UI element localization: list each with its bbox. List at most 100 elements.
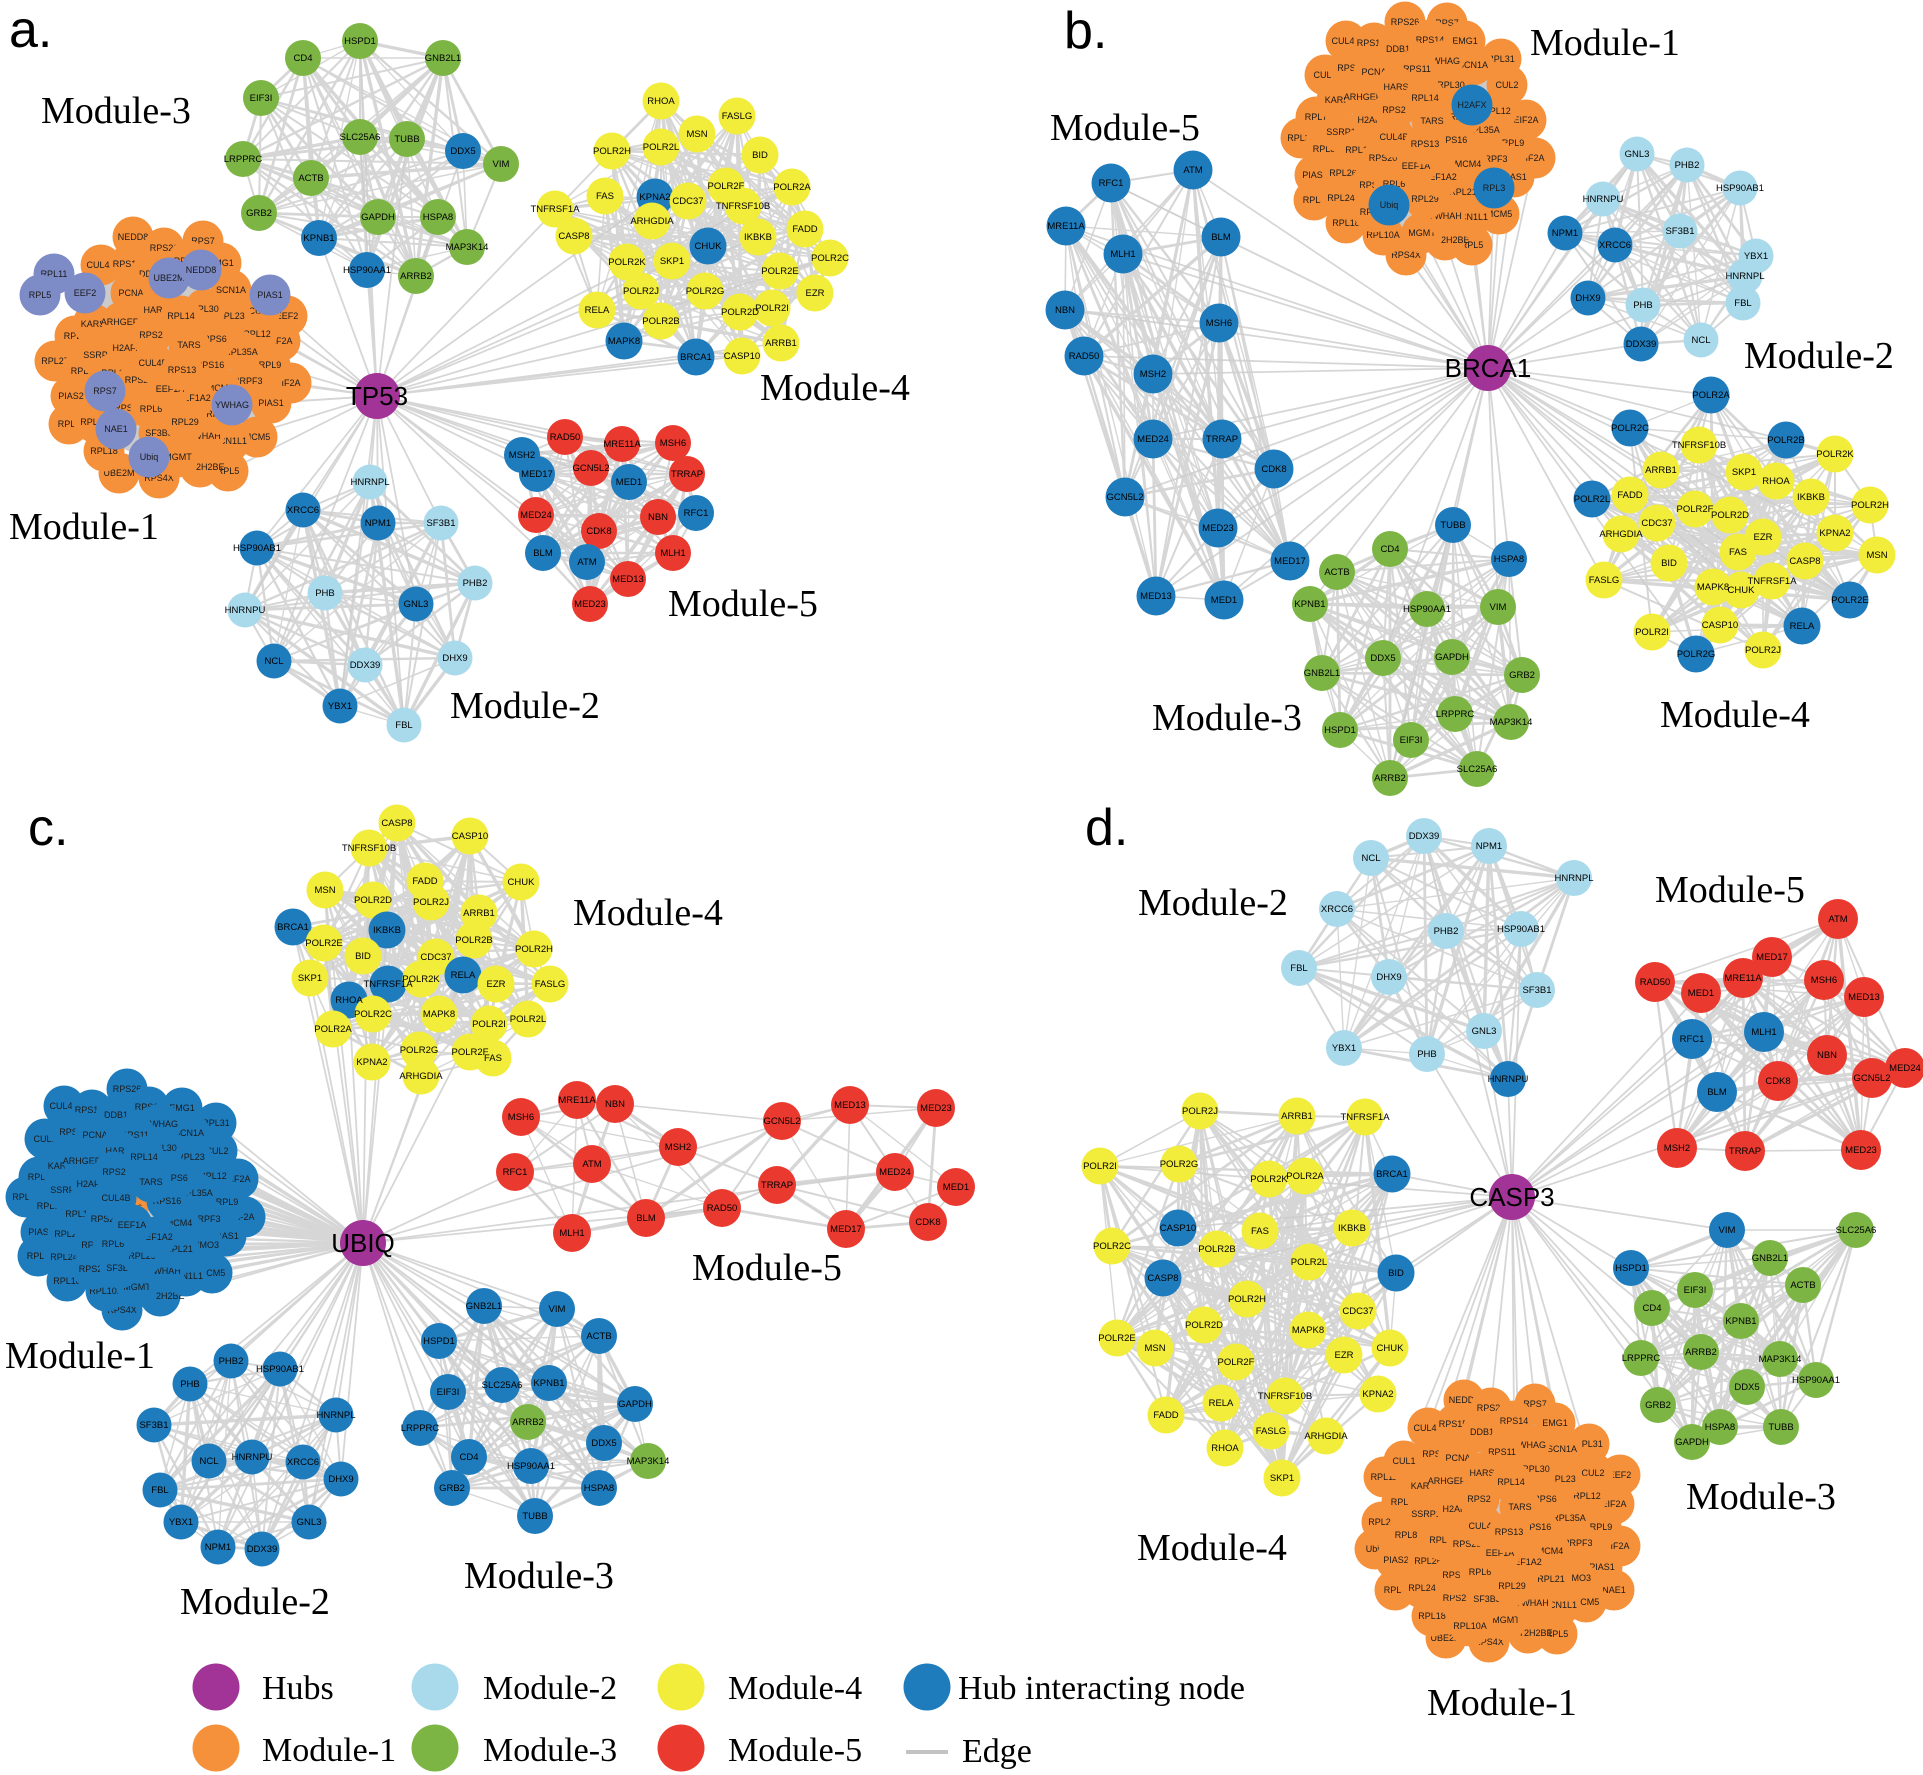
svg-text:POLR2B: POLR2B [455, 935, 493, 946]
svg-text:SCN1A: SCN1A [1458, 60, 1488, 70]
svg-text:TRRAP: TRRAP [1729, 1146, 1761, 1157]
svg-text:NBN: NBN [1055, 305, 1075, 316]
svg-text:GNL3: GNL3 [404, 599, 429, 610]
svg-text:HNRNPU: HNRNPU [1583, 194, 1624, 205]
svg-text:FADD: FADD [1617, 490, 1642, 501]
svg-text:CHUK: CHUK [508, 877, 536, 888]
svg-text:SF3B3: SF3B3 [1473, 1594, 1501, 1604]
svg-text:XRCC6: XRCC6 [1321, 904, 1353, 915]
svg-text:Module-4: Module-4 [573, 892, 723, 934]
svg-text:RPL10A: RPL10A [1453, 1621, 1487, 1631]
svg-text:MAPK8: MAPK8 [1697, 582, 1729, 593]
svg-text:RPS6: RPS6 [164, 1173, 188, 1183]
svg-text:TNFRSF10B: TNFRSF10B [1258, 1391, 1312, 1402]
svg-text:ARRB2: ARRB2 [512, 1417, 544, 1428]
svg-text:FBL: FBL [1734, 298, 1751, 309]
svg-text:EZR: EZR [1335, 1350, 1354, 1361]
svg-text:RPS26: RPS26 [150, 243, 179, 253]
svg-text:ACTB: ACTB [586, 1331, 611, 1342]
svg-text:BRCA1: BRCA1 [680, 352, 712, 363]
svg-text:MLH1: MLH1 [660, 548, 685, 559]
svg-text:SCN1L1: SCN1L1 [169, 1271, 203, 1281]
svg-text:RPL5: RPL5 [29, 290, 52, 300]
svg-text:CUL1: CUL1 [1313, 70, 1336, 80]
svg-text:MSN: MSN [1144, 1343, 1165, 1354]
svg-text:CASP8: CASP8 [1147, 1273, 1178, 1284]
svg-text:RPL14: RPL14 [1497, 1477, 1525, 1487]
svg-text:FASLG: FASLG [722, 111, 753, 122]
svg-text:HNRNPL: HNRNPL [1554, 873, 1593, 884]
svg-text:TARS: TARS [1508, 1502, 1531, 1512]
svg-text:Module-5: Module-5 [692, 1247, 842, 1289]
svg-text:FBL: FBL [151, 1485, 168, 1496]
svg-text:RPS3: RPS3 [1359, 180, 1383, 190]
svg-text:Module-3: Module-3 [41, 90, 191, 132]
svg-text:POLR2H: POLR2H [593, 146, 631, 157]
svg-text:FASLG: FASLG [1256, 1426, 1287, 1437]
svg-text:HSPD1: HSPD1 [1615, 1263, 1647, 1274]
svg-text:RPL3: RPL3 [58, 419, 81, 429]
svg-text:MED13: MED13 [1848, 992, 1880, 1003]
svg-text:RPL31: RPL31 [202, 1118, 230, 1128]
svg-text:PHB: PHB [180, 1379, 200, 1390]
svg-text:NPM1: NPM1 [1552, 228, 1578, 239]
svg-text:MED1: MED1 [1688, 988, 1714, 999]
svg-text:GCN5L2: GCN5L2 [764, 1116, 801, 1127]
svg-text:LRPPRC: LRPPRC [224, 154, 263, 165]
svg-text:HNRNPL: HNRNPL [350, 477, 389, 488]
svg-text:PRPF3: PRPF3 [1563, 1538, 1592, 1548]
svg-text:BID: BID [355, 951, 371, 962]
svg-text:CUL2: CUL2 [205, 1146, 228, 1156]
svg-text:MCM4: MCM4 [1537, 1546, 1564, 1556]
svg-text:RPL31: RPL31 [1487, 54, 1515, 64]
svg-text:SSRP1: SSRP1 [1326, 127, 1356, 137]
svg-text:FASLG: FASLG [535, 979, 566, 990]
svg-text:DDX39: DDX39 [1626, 339, 1657, 350]
svg-text:RPS2: RPS2 [139, 330, 163, 340]
svg-text:RPL21: RPL21 [1449, 187, 1477, 197]
svg-text:HNRNPU: HNRNPU [1488, 1074, 1529, 1085]
svg-text:SKP1: SKP1 [1270, 1473, 1294, 1484]
svg-text:ARHGDIA: ARHGDIA [399, 1071, 443, 1082]
svg-text:NCL: NCL [1361, 853, 1380, 864]
svg-text:RPL7: RPL7 [1305, 112, 1328, 122]
svg-text:GNB2L1: GNB2L1 [466, 1301, 502, 1312]
svg-text:CDC37: CDC37 [420, 952, 451, 963]
svg-text:RPS6: RPS6 [203, 334, 227, 344]
svg-text:RPS11: RPS11 [1403, 64, 1431, 74]
svg-text:PCNA: PCNA [82, 1130, 107, 1140]
svg-text:RPL29: RPL29 [171, 417, 199, 427]
svg-text:MSN: MSN [1866, 550, 1887, 561]
svg-text:BID: BID [1388, 1268, 1404, 1279]
svg-text:H2AFX: H2AFX [1457, 100, 1486, 110]
svg-text:RPS20: RPS20 [91, 1214, 120, 1224]
svg-text:POLR2F: POLR2F [1677, 504, 1714, 515]
svg-text:HSPA8: HSPA8 [584, 1483, 614, 1494]
svg-text:TNFRSF1A: TNFRSF1A [363, 979, 413, 990]
svg-text:POLR2A: POLR2A [1286, 1171, 1324, 1182]
svg-text:DDX5: DDX5 [1370, 653, 1395, 664]
svg-text:MSH2: MSH2 [665, 1142, 691, 1153]
svg-text:POLR2F: POLR2F [452, 1047, 489, 1058]
svg-text:CDK8: CDK8 [1261, 464, 1286, 475]
svg-text:b.: b. [1064, 2, 1107, 60]
svg-text:EIF3I: EIF3I [437, 1387, 460, 1398]
svg-text:DDX39: DDX39 [1409, 831, 1440, 842]
svg-text:BRCA1: BRCA1 [1445, 353, 1532, 383]
svg-text:SKP1: SKP1 [660, 256, 684, 267]
svg-text:LRPPRC: LRPPRC [401, 1423, 440, 1434]
svg-text:RPL8: RPL8 [71, 366, 94, 376]
svg-text:EEF2: EEF2 [276, 311, 299, 321]
svg-text:RPS16: RPS16 [153, 1196, 182, 1206]
svg-text:MSH6: MSH6 [1206, 318, 1232, 329]
svg-text:UBIQ: UBIQ [331, 1228, 395, 1258]
svg-text:ATM: ATM [577, 557, 596, 568]
svg-text:SLC25A6: SLC25A6 [482, 1380, 523, 1391]
svg-text:EEF1A2: EEF1A2 [1508, 1557, 1542, 1567]
svg-text:RPL35A: RPL35A [224, 347, 258, 357]
svg-text:MCM5: MCM5 [199, 1268, 226, 1278]
svg-text:RPL35A: RPL35A [1466, 125, 1500, 135]
svg-text:CUL4A: CUL4A [1331, 36, 1360, 46]
svg-text:SSRP1: SSRP1 [1411, 1509, 1441, 1519]
svg-text:CUL4B: CUL4B [1468, 1521, 1497, 1531]
